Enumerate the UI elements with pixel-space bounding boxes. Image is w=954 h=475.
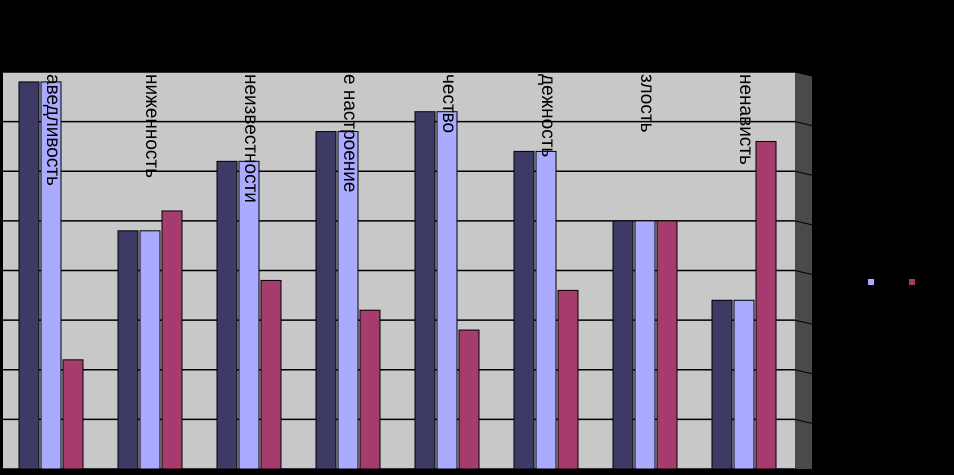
bar bbox=[733, 299, 755, 470]
category-label: чество bbox=[438, 74, 459, 133]
bar bbox=[238, 160, 260, 470]
gridline-side bbox=[794, 418, 813, 424]
gridline-side bbox=[794, 468, 813, 474]
bar bbox=[414, 111, 436, 470]
bar bbox=[634, 220, 656, 470]
gridline-side bbox=[794, 71, 813, 77]
bar bbox=[535, 150, 557, 470]
bar bbox=[612, 220, 634, 470]
bar bbox=[656, 220, 678, 470]
bar bbox=[436, 111, 458, 470]
category-label: ниженность bbox=[141, 74, 162, 178]
bar bbox=[260, 279, 282, 470]
bar bbox=[40, 81, 62, 470]
category-label: е настроение bbox=[339, 74, 360, 192]
bar bbox=[315, 131, 337, 470]
bar bbox=[513, 150, 535, 470]
gridline-side bbox=[794, 319, 813, 325]
bar bbox=[755, 140, 777, 470]
legend bbox=[868, 279, 915, 285]
bar bbox=[139, 230, 161, 470]
bar bbox=[458, 329, 480, 470]
category-label: дежность bbox=[537, 74, 558, 157]
legend-swatch bbox=[909, 279, 915, 285]
bars bbox=[18, 81, 777, 470]
category-label: ненависть bbox=[735, 74, 756, 165]
bar bbox=[337, 131, 359, 470]
bar bbox=[161, 210, 183, 470]
gridline-side bbox=[794, 369, 813, 375]
bar bbox=[117, 230, 139, 470]
bar bbox=[359, 309, 381, 470]
gridline-side bbox=[794, 121, 813, 127]
category-labels: аведливость ниженность неизвестности е наст… bbox=[42, 74, 756, 203]
gridline-side bbox=[794, 170, 813, 176]
gridline-side bbox=[794, 220, 813, 226]
category-label: аведливость bbox=[42, 74, 63, 186]
bar bbox=[62, 359, 84, 470]
bar bbox=[216, 160, 238, 470]
gridline-side bbox=[794, 270, 813, 275]
bar bbox=[557, 289, 579, 470]
plot-side-wall bbox=[795, 72, 812, 469]
category-label: неизвестности bbox=[240, 74, 261, 203]
bar bbox=[711, 299, 733, 470]
category-label: злость bbox=[636, 74, 657, 133]
legend-swatch bbox=[868, 279, 874, 285]
bar bbox=[18, 81, 40, 470]
